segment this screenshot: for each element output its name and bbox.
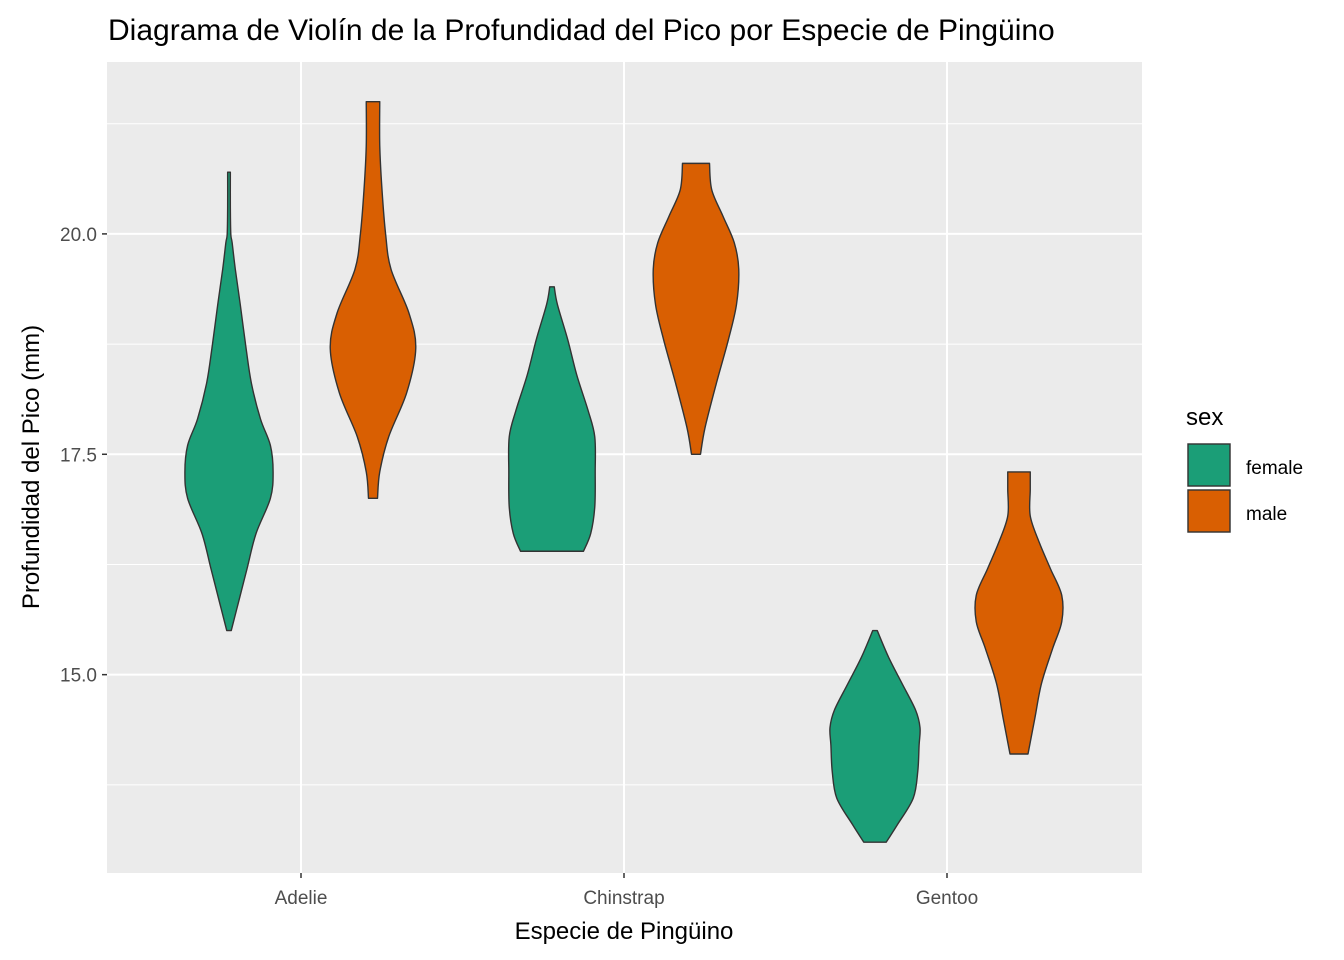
x-tick-label: Adelie [275, 888, 328, 909]
legend-swatch-male [1187, 489, 1231, 533]
x-tick-label: Gentoo [916, 888, 978, 909]
x-tick-label: Chinstrap [583, 888, 664, 909]
y-axis: 15.0 17.5 20.0 [60, 225, 107, 687]
legend-swatch-female [1187, 443, 1231, 487]
x-axis: Adelie Chinstrap Gentoo [275, 873, 978, 909]
violin-gentoo-male [974, 471, 1064, 755]
x-axis-title: Especie de Pingüino [515, 918, 734, 945]
legend-title: sex [1186, 404, 1223, 431]
grid-lines [107, 62, 1142, 873]
violins [184, 100, 1064, 843]
violin-chinstrap-female [507, 286, 597, 552]
legend-items: female male [1187, 443, 1303, 533]
legend: sex female male [1186, 404, 1303, 533]
chart-title: Diagrama de Violín de la Profundidad del… [108, 14, 1055, 47]
y-tick-label: 20.0 [60, 225, 97, 246]
legend-label-male: male [1246, 504, 1287, 525]
violin-adelie-male [329, 100, 417, 500]
violin-gentoo-female [829, 629, 921, 843]
violin-adelie-female [184, 171, 274, 632]
violin-chinstrap-male [652, 162, 740, 455]
legend-label-female: female [1246, 458, 1303, 479]
y-tick-label: 17.5 [60, 445, 97, 466]
y-axis-title: Profundidad del Pico (mm) [18, 325, 45, 609]
y-tick-label: 15.0 [60, 666, 97, 687]
